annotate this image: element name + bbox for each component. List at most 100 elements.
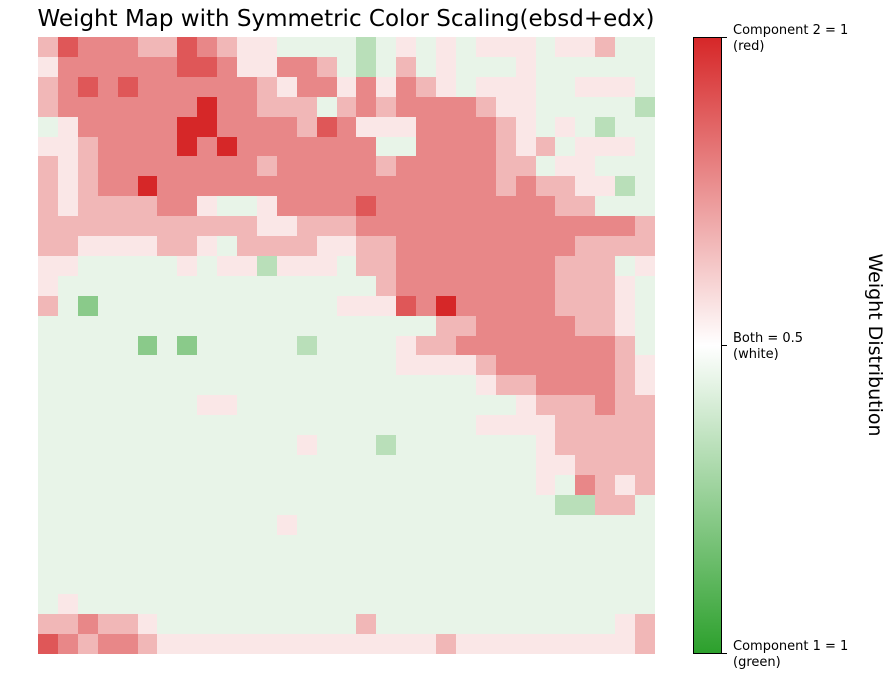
heatmap-cell [396,495,416,515]
heatmap-cell [536,535,555,554]
heatmap-cell [257,276,277,296]
heatmap-cell [277,574,297,594]
heatmap-cell [118,236,138,256]
heatmap-cell [595,395,615,415]
heatmap-cell [217,156,237,176]
heatmap-cell [38,117,58,137]
heatmap-cell [118,495,138,515]
heatmap-cell [78,37,98,57]
heatmap-cell [456,435,476,455]
heatmap-cell [98,495,118,515]
colorbar-tick-label-top: Component 2 = 1 (red) [733,23,849,54]
heatmap-cell [337,276,356,296]
heatmap-cell [456,634,476,654]
heatmap-cell [536,455,555,475]
heatmap-cell [237,137,257,156]
heatmap-cell [555,196,575,216]
heatmap-cell [157,415,177,435]
colorbar-tick-label-bot: Component 1 = 1 (green) [733,639,849,670]
heatmap-cell [595,475,615,495]
heatmap-cell [456,316,476,336]
heatmap-cell [38,77,58,97]
heatmap-cell [516,296,536,316]
heatmap-cell [138,495,157,515]
heatmap-cell [138,634,157,654]
heatmap-cell [615,316,635,336]
heatmap-cell [635,37,655,57]
heatmap-cell [38,316,58,336]
heatmap-cell [217,594,237,614]
heatmap-cell [38,535,58,554]
heatmap-cell [476,236,496,256]
heatmap-cell [277,435,297,455]
heatmap-cell [615,156,635,176]
heatmap-cell [635,495,655,515]
heatmap-cell [595,614,615,634]
heatmap-cell [297,156,317,176]
heatmap-cell [575,535,595,554]
heatmap-cell [456,97,476,117]
heatmap-cell [536,97,555,117]
heatmap-cell [157,355,177,375]
heatmap-cell [615,554,635,574]
heatmap-cell [38,375,58,395]
heatmap-cell [436,37,456,57]
heatmap-cell [575,634,595,654]
colorbar-gradient [693,37,722,654]
heatmap-cell [396,355,416,375]
heatmap-cell [38,256,58,276]
heatmap-cell [575,196,595,216]
heatmap-cell [98,355,118,375]
heatmap-cell [157,77,177,97]
heatmap-cell [277,97,297,117]
heatmap-cell [297,336,317,355]
heatmap-cell [197,117,217,137]
heatmap-cell [138,57,157,77]
heatmap-cell [257,137,277,156]
heatmap-cell [177,296,197,316]
heatmap-cell [536,117,555,137]
heatmap-cell [416,395,436,415]
heatmap-cell [237,57,257,77]
heatmap-cell [476,594,496,614]
heatmap-cell [416,535,436,554]
heatmap-cell [376,236,396,256]
heatmap-cell [376,276,396,296]
heatmap-cell [317,176,337,196]
heatmap-cell [337,236,356,256]
heatmap-cell [277,77,297,97]
heatmap-cell [58,156,78,176]
heatmap-cell [217,316,237,336]
heatmap-cell [38,276,58,296]
heatmap-cell [118,574,138,594]
heatmap-cell [575,137,595,156]
heatmap-cell [257,594,277,614]
heatmap-cell [575,614,595,634]
heatmap-cell [138,117,157,137]
heatmap-cell [317,276,337,296]
heatmap-cell [396,614,416,634]
heatmap-cell [197,77,217,97]
heatmap-cell [376,455,396,475]
heatmap-cell [157,336,177,355]
heatmap-cell [277,256,297,276]
heatmap-cell [78,336,98,355]
heatmap-cell [536,515,555,535]
heatmap-cell [297,594,317,614]
heatmap-cell [456,515,476,535]
heatmap-cell [257,336,277,355]
heatmap-cell [337,117,356,137]
heatmap-cell [277,336,297,355]
heatmap-cell [436,236,456,256]
heatmap-cell [615,375,635,395]
heatmap-cell [516,77,536,97]
heatmap-cell [496,594,516,614]
heatmap-cell [456,296,476,316]
heatmap-cell [396,336,416,355]
heatmap-cell [436,614,456,634]
heatmap-cell [337,535,356,554]
heatmap-cell [595,57,615,77]
heatmap-cell [555,435,575,455]
heatmap-cell [356,296,376,316]
heatmap-cell [635,355,655,375]
